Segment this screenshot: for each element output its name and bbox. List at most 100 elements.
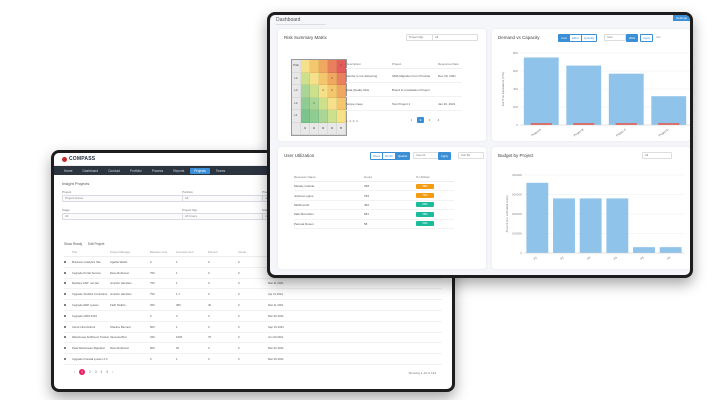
column-header[interactable]: Forecast Cost: [176, 250, 194, 254]
matrix-cell[interactable]: [301, 97, 310, 110]
page-1[interactable]: 1: [410, 118, 413, 122]
matrix-cell[interactable]: L1: [292, 110, 301, 123]
column-header[interactable]: Title: [72, 250, 78, 254]
matrix-cell[interactable]: L3: [292, 85, 301, 98]
matrix-cell[interactable]: I5: [337, 122, 346, 135]
matrix-cell[interactable]: [319, 97, 328, 110]
toggle-quarter[interactable]: Quarter: [395, 152, 411, 160]
next-page-icon[interactable]: ›: [112, 370, 114, 374]
column-header[interactable]: Actual: [238, 250, 246, 254]
matrix-cell[interactable]: 1: [337, 60, 346, 73]
tool-button-1[interactable]: Edit Project: [88, 242, 105, 246]
column-header[interactable]: Percent: [208, 250, 218, 254]
apply-button[interactable]: Apply: [438, 152, 451, 160]
matrix-cell[interactable]: [328, 60, 337, 73]
nav-item-1[interactable]: Dashboard: [82, 168, 99, 173]
table-row[interactable]: Muffinsmith 452 60%: [294, 201, 454, 211]
apply-button[interactable]: Apply: [640, 34, 653, 42]
matrix-cell[interactable]: [301, 60, 310, 73]
column-header[interactable]: Resource Name: [294, 175, 316, 179]
project-manager-select[interactable]: Project Mgr: [406, 34, 434, 41]
project-select[interactable]: All: [642, 152, 672, 159]
toggle-quantity[interactable]: Quantity: [581, 34, 598, 42]
filter-input[interactable]: All: [62, 213, 202, 220]
column-header[interactable]: Baseline Cost: [150, 250, 168, 254]
matrix-cell[interactable]: 1: [310, 97, 319, 110]
table-row[interactable]: Pamela Rosen 58 50%: [294, 220, 454, 229]
table-row[interactable]: Data Warehouse Migration Dave Robinson 500…: [64, 343, 442, 355]
page-5[interactable]: 5: [106, 370, 109, 374]
matrix-cell[interactable]: [319, 60, 328, 73]
year-select[interactable]: Year 21: [413, 152, 439, 159]
table-row[interactable]: Cloud Infra Rollout Shanice Bennett 500 1 0 0…: [64, 322, 442, 333]
matrix-cell[interactable]: I4: [328, 122, 337, 135]
matrix-cell[interactable]: 2: [328, 72, 337, 85]
table-row[interactable]: Upgrade Firewall system 2.0 0 1 0 0 Mar 25 20…: [64, 354, 442, 365]
filter-select[interactable]: All: [432, 34, 478, 41]
matrix-cell[interactable]: [319, 110, 328, 123]
prev-page-icon[interactable]: ‹: [74, 370, 76, 374]
nav-item-7[interactable]: Teams: [215, 168, 226, 173]
column-header[interactable]: Project: [392, 61, 402, 66]
matrix-cell[interactable]: [337, 97, 346, 110]
page-4[interactable]: 4: [437, 118, 440, 122]
column-header[interactable]: Project Manager: [110, 250, 131, 254]
nav-item-3[interactable]: Portfolio: [129, 168, 142, 173]
matrix-cell[interactable]: [337, 85, 346, 98]
toggle-month[interactable]: Month: [382, 152, 396, 160]
nav-item-6[interactable]: Projects: [190, 167, 210, 174]
matrix-cell[interactable]: L4: [292, 72, 301, 85]
matrix-cell[interactable]: 2: [328, 85, 337, 98]
nav-item-4[interactable]: Process: [151, 168, 164, 173]
matrix-cell[interactable]: [319, 72, 328, 85]
sort-select[interactable]: Sort By: [458, 152, 484, 159]
matrix-cell[interactable]: [301, 110, 310, 123]
matrix-cell[interactable]: [328, 110, 337, 123]
matrix-cell[interactable]: 4: [319, 85, 328, 98]
matrix-cell[interactable]: [328, 97, 337, 110]
matrix-cell[interactable]: I2: [310, 122, 319, 135]
table-row[interactable]: Upgrade SCADA Controllers Jennifer Hamilt…: [64, 289, 442, 301]
matrix-cell[interactable]: [310, 85, 319, 98]
column-header[interactable]: Hours: [364, 175, 373, 179]
table-row[interactable]: Scope creep Test Project 1 Jan 20, 2021: [346, 97, 462, 111]
matrix-cell[interactable]: [337, 72, 346, 85]
matrix-cell[interactable]: I3: [319, 122, 328, 135]
matrix-cell[interactable]: [310, 60, 319, 73]
table-row[interactable]: Warehouse Fulfilment Tracker Vanessa Bird…: [64, 333, 442, 344]
column-header[interactable]: Description: [346, 61, 362, 66]
column-header[interactable]: % Utilized: [416, 175, 430, 179]
page-3[interactable]: 3: [428, 118, 431, 122]
settings-button[interactable]: Settings: [673, 15, 690, 21]
matrix-cell[interactable]: Prob: [292, 60, 301, 73]
table-row[interactable]: Upgrade ERP system Faith Mullins 250 380 40 0…: [64, 300, 442, 311]
table-row[interactable]: Vendor is not delivering SMS Migration fr…: [346, 69, 462, 83]
nav-item-5[interactable]: Reports: [173, 168, 185, 173]
nav-item-0[interactable]: Home: [64, 168, 73, 173]
table-row[interactable]: Joshua Logins 784 74%: [294, 191, 454, 201]
matrix-cell[interactable]: [310, 72, 319, 85]
matrix-cell[interactable]: L2: [292, 97, 301, 110]
table-row[interactable]: Data Quality Risk Brand & Localisation Pr…: [346, 83, 462, 97]
filter-input[interactable]: Project Name: [62, 195, 202, 202]
page-4[interactable]: 4: [100, 370, 103, 374]
matrix-cell[interactable]: [301, 85, 310, 98]
year-select[interactable]: Year: [604, 34, 626, 41]
page-3[interactable]: 3: [94, 370, 97, 374]
matrix-cell[interactable]: [310, 110, 319, 123]
table-row[interactable]: Replace ASP .net site Jennifer Hamilton 75…: [64, 279, 442, 290]
year-2021-button[interactable]: 2021: [626, 34, 639, 42]
matrix-cell[interactable]: [292, 122, 301, 135]
column-header[interactable]: Response Date: [438, 61, 459, 66]
table-row[interactable]: Upgrade CRM 2019 0 0 0 0 Mar 30 2021: [64, 311, 442, 322]
page-1[interactable]: 1: [79, 369, 86, 375]
tool-button-0[interactable]: Show Ready: [64, 242, 83, 246]
page-2[interactable]: 2: [89, 370, 91, 374]
matrix-cell[interactable]: [301, 72, 310, 85]
matrix-cell[interactable]: I1: [301, 122, 310, 135]
table-row[interactable]: Melody Gutride 258 88%: [294, 182, 454, 192]
table-row[interactable]: Matt Mcmahon 681 68%: [294, 210, 454, 220]
matrix-cell[interactable]: [337, 110, 346, 123]
nav-item-2[interactable]: Conduct: [108, 168, 120, 173]
page-2[interactable]: 2: [417, 117, 424, 123]
